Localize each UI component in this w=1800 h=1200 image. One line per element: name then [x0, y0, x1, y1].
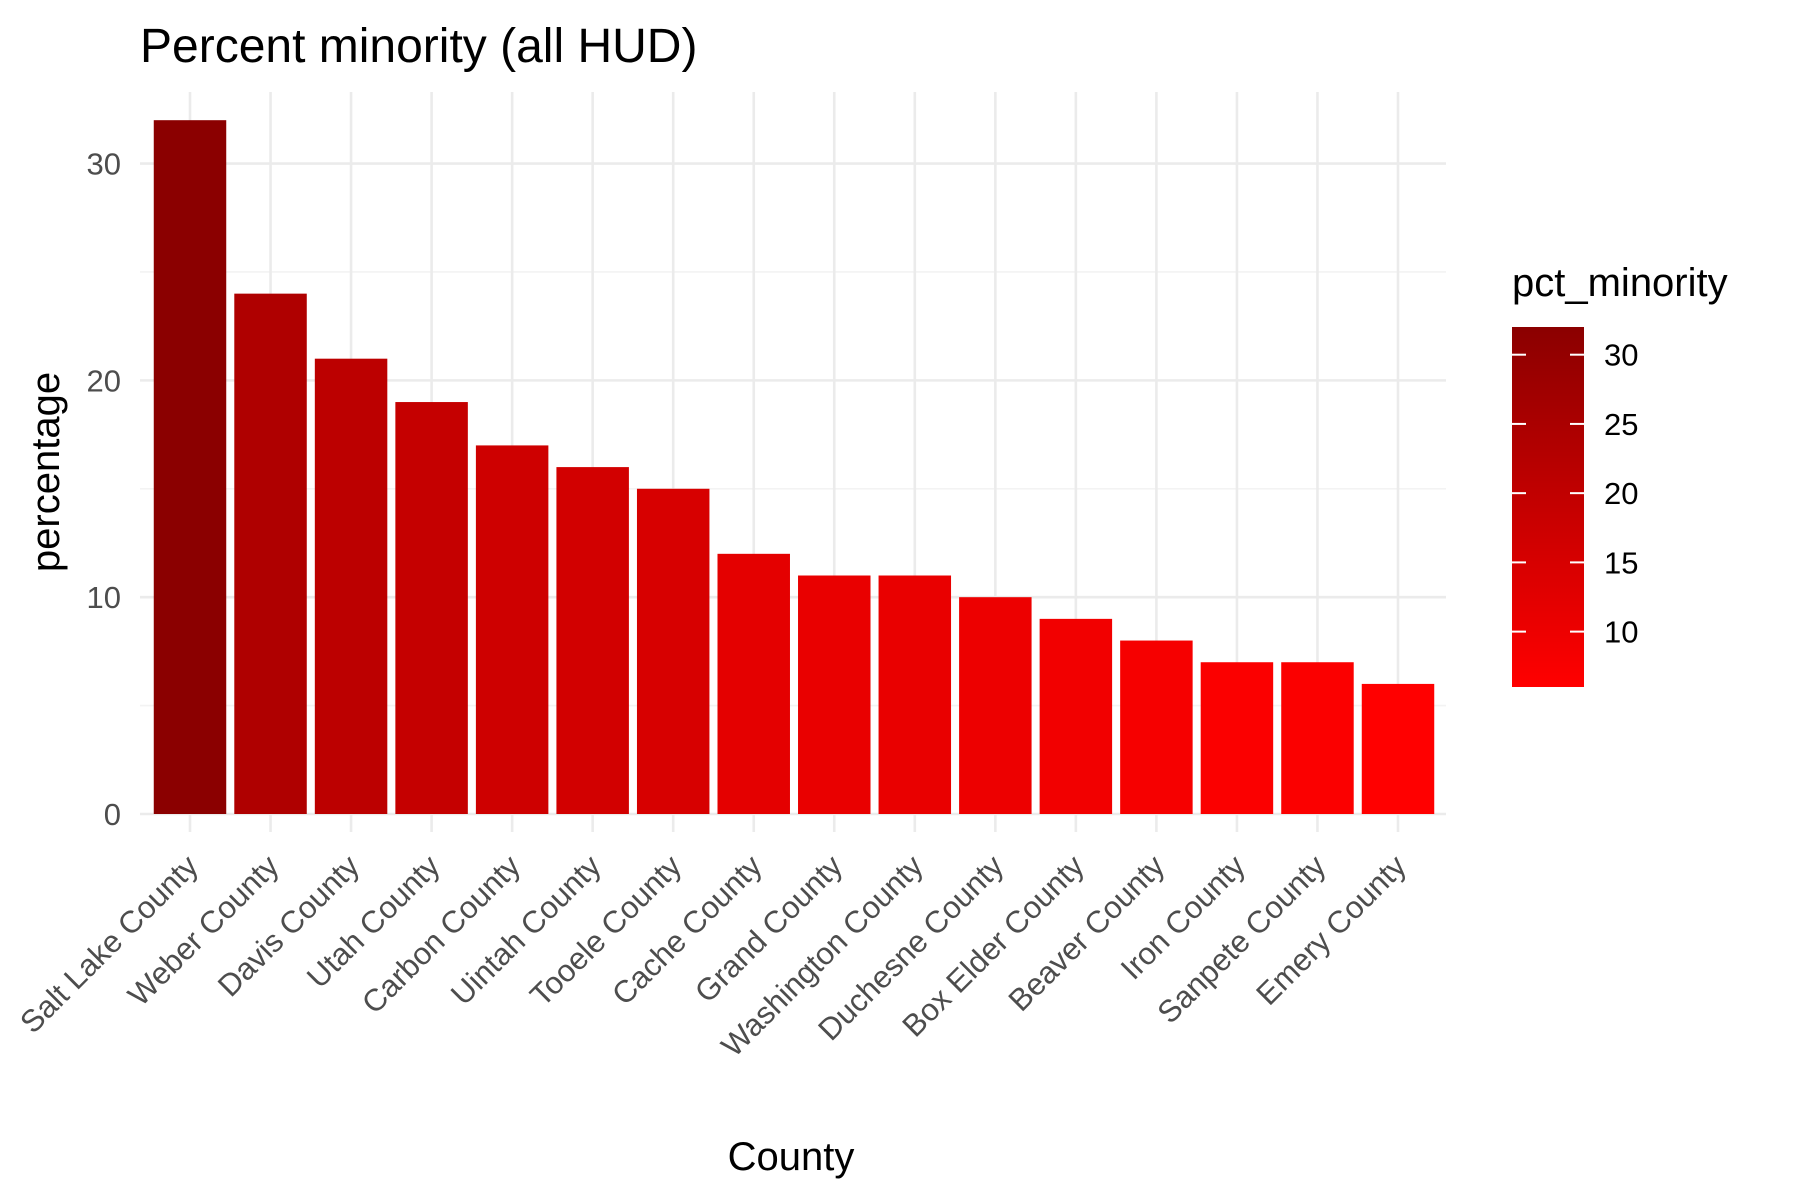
- color-legend: pct_minority 10 15 20 25 30: [1512, 261, 1728, 687]
- bar: [395, 402, 468, 814]
- bar: [959, 597, 1032, 814]
- bar: [1120, 640, 1193, 814]
- bars: [153, 120, 1435, 815]
- bar: [153, 120, 227, 815]
- bar: [878, 575, 952, 814]
- legend-tick-label: 25: [1604, 407, 1638, 442]
- bar: [234, 293, 307, 814]
- legend-tick-label: 10: [1604, 615, 1638, 650]
- bar: [475, 445, 549, 814]
- bar: [1200, 662, 1274, 814]
- bar: [636, 488, 710, 814]
- bar: [1361, 683, 1435, 814]
- legend-title: pct_minority: [1512, 261, 1728, 305]
- bar: [1039, 618, 1113, 814]
- legend-ticks: 10 15 20 25 30: [1512, 338, 1638, 650]
- y-axis-ticks: 0 10 20 30: [87, 147, 121, 832]
- legend-colorbar: [1512, 327, 1584, 687]
- bar: [556, 467, 629, 814]
- bar: [717, 553, 790, 814]
- y-tick-label: 0: [104, 797, 121, 832]
- chart-title: Percent minority (all HUD): [140, 20, 697, 73]
- legend-tick-label: 15: [1604, 545, 1638, 580]
- y-tick-label: 10: [87, 580, 121, 615]
- y-tick-label: 20: [87, 363, 121, 398]
- bar: [1281, 662, 1354, 814]
- bar: [314, 358, 388, 814]
- x-axis-title: County: [728, 1135, 855, 1179]
- y-axis-title: percentage: [24, 372, 68, 572]
- legend-tick-label: 30: [1604, 338, 1638, 373]
- y-tick-label: 30: [87, 147, 121, 182]
- legend-tick-label: 20: [1604, 476, 1638, 511]
- bar: [798, 575, 871, 814]
